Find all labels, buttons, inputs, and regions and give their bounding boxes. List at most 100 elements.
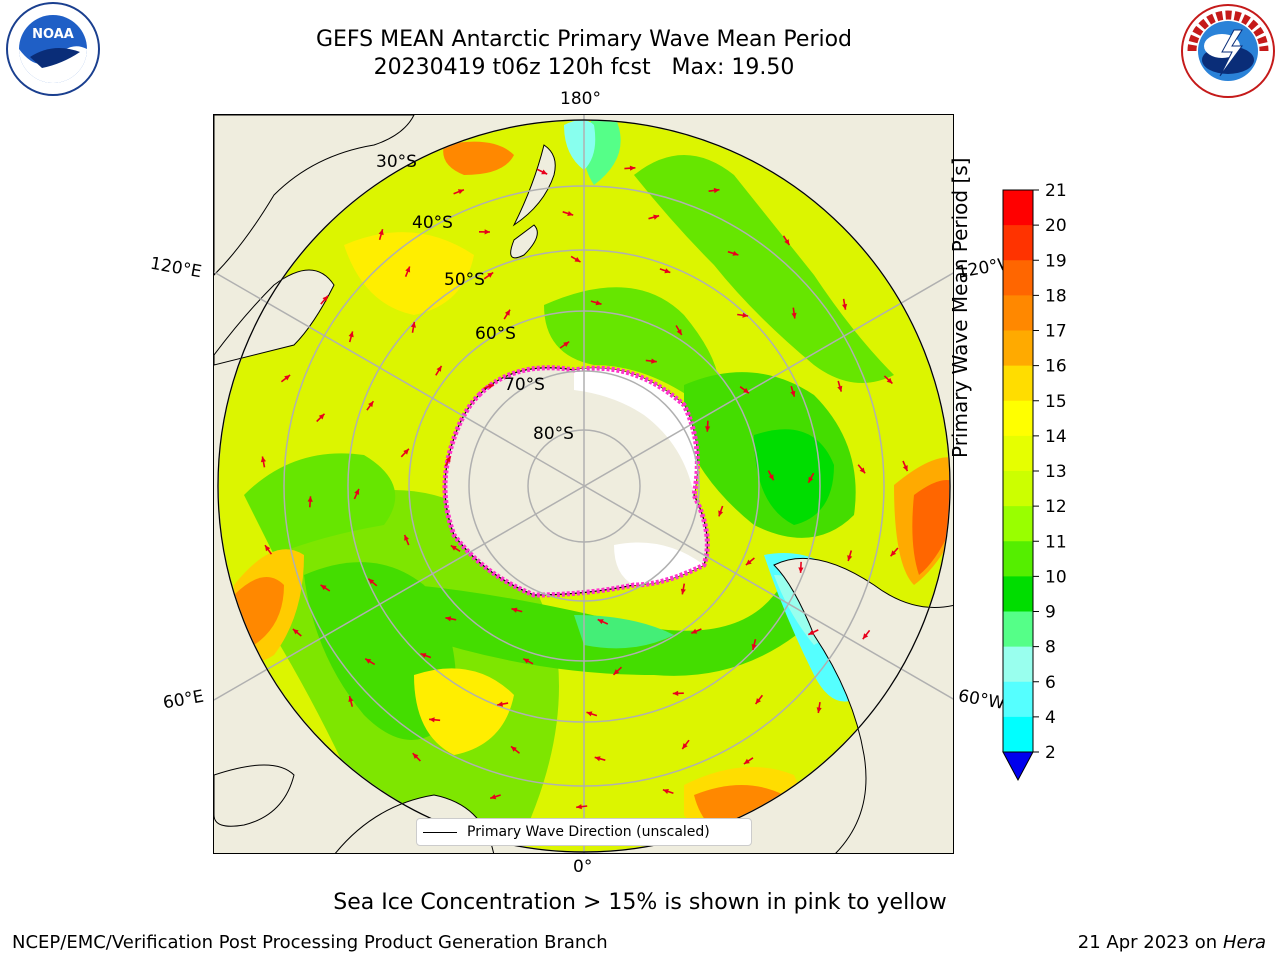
colorbar-segment	[1003, 400, 1033, 437]
lon-label-60e: 60°E	[161, 686, 206, 714]
wave-arrow-head	[368, 578, 375, 585]
wave-arrow-head	[586, 711, 593, 717]
wave-arrow-head	[743, 387, 749, 394]
wave-arrow-head	[567, 211, 574, 216]
wave-arrow-head	[745, 559, 752, 565]
colorbar-tick-label: 19	[1045, 251, 1067, 271]
colorbar-segment	[1003, 611, 1033, 648]
wave-arrow-head	[292, 629, 299, 635]
madagascar-land	[214, 764, 295, 827]
wave-arrow-head	[743, 758, 750, 764]
colorbar-segment	[1003, 681, 1033, 718]
map-frame	[213, 114, 954, 854]
wave-arrow-head	[429, 717, 435, 723]
chart-title: GEFS MEAN Antarctic Primary Wave Mean Pe…	[0, 26, 1168, 82]
wave-arrow-head	[284, 375, 291, 381]
wave-arrow-head	[732, 250, 739, 256]
sea-ice-note: Sea Ice Concentration > 15% is shown in …	[333, 890, 947, 915]
lat-label-30s: 30°S	[376, 152, 417, 172]
wave-arrow-head	[629, 165, 636, 171]
colorbar-ticks: 21 20 19 18 17 16 15 14 13 12 11 10 9 8 6 4 2	[1033, 181, 1067, 763]
wave-arrow-head	[594, 756, 601, 762]
wave-arrow-head	[318, 413, 325, 420]
footer-branch: NCEP/EMC/Verification Post Processing Pr…	[12, 932, 608, 953]
wave-arrow-head	[791, 312, 797, 319]
wave-arrow-head	[682, 743, 688, 749]
noaa-logo: NOAA	[6, 2, 100, 96]
wave-arrow-head	[691, 628, 698, 634]
wave-arrow-head	[260, 456, 266, 463]
wave-arrow-head	[368, 401, 374, 408]
wave-arrow-head	[798, 567, 804, 573]
wave-arrow-head	[808, 476, 814, 483]
wave-arrow-head	[511, 607, 518, 613]
colorbar-segment	[1003, 646, 1033, 683]
wave-arrow-head	[790, 390, 796, 397]
noaa-logo-text: NOAA	[32, 27, 74, 42]
wave-arrow-head	[488, 384, 494, 389]
wave-arrow-head	[595, 300, 602, 306]
colorbar-tick-label: 11	[1045, 532, 1067, 552]
colorbar-extend-arrow	[1002, 751, 1034, 782]
colorbar-segment	[1003, 506, 1033, 542]
wave-arrow-head	[784, 239, 790, 246]
wave-arrow-head	[445, 456, 451, 463]
wave-arrow-head	[523, 658, 530, 664]
wave-arrow-head	[365, 658, 372, 664]
wave-arrow-head	[718, 510, 724, 517]
lat-label-70s: 70°S	[504, 375, 545, 395]
colorbar-tick-label: 20	[1045, 216, 1067, 236]
lon-label-180: 180°	[560, 89, 601, 109]
australia-land	[214, 269, 335, 366]
wave-arrow-head	[450, 545, 457, 551]
wave-arrow-head	[511, 746, 517, 752]
colorbar: 21 20 19 18 17 16 15 14 13 12 11 10 9 8 6 4 2	[1002, 181, 1067, 782]
footer-date: 21 Apr 2023 on Hera	[1078, 932, 1266, 953]
wave-arrow-head	[354, 488, 359, 495]
colorbar-segment	[1003, 295, 1033, 331]
wave-arrow-head	[403, 448, 409, 455]
colorbar-segments	[1002, 189, 1034, 782]
colorbar-segment	[1003, 471, 1033, 507]
wave-arrow-head	[348, 331, 354, 338]
wave-direction-arrows	[260, 165, 909, 810]
wave-arrow-head	[755, 698, 761, 704]
colorbar-tick-label: 18	[1045, 286, 1067, 306]
new-zealand-north	[512, 144, 556, 227]
wave-arrow-head	[436, 365, 442, 372]
wave-arrow-head	[457, 189, 464, 195]
map-legend: Primary Wave Direction (unscaled)	[416, 818, 752, 846]
wave-arrow-head	[265, 545, 271, 552]
colorbar-segment	[1003, 330, 1033, 367]
wave-arrow-head	[405, 266, 411, 273]
lat-label-50s: 50°S	[444, 270, 485, 290]
wave-arrow-head	[837, 385, 843, 392]
wave-arrow-head	[713, 187, 720, 194]
sea-ice-edge	[442, 365, 710, 598]
wave-arrow-head	[445, 616, 452, 622]
nws-logo	[1181, 4, 1275, 98]
wave-arrow-head	[412, 753, 419, 759]
wave-arrow-head	[504, 309, 510, 316]
wave-arrow-head	[847, 555, 853, 561]
wave-arrow-head	[890, 550, 897, 557]
lat-label-40s: 40°S	[412, 213, 453, 233]
wave-arrow-head	[487, 272, 494, 278]
footer-host: Hera	[1222, 932, 1266, 953]
footer-date-text: 21 Apr 2023 on	[1077, 932, 1223, 953]
wave-arrow-head	[410, 321, 416, 328]
wave-arrow-head	[742, 312, 749, 318]
wave-arrow-head	[574, 257, 581, 262]
colorbar-tick-label: 16	[1045, 357, 1067, 377]
colorbar-tick-label: 17	[1045, 322, 1067, 342]
title-line-2: 20230419 t06z 120h fcst Max: 19.50	[373, 55, 795, 80]
colorbar-tick-label: 10	[1045, 567, 1067, 587]
wave-arrow-head	[751, 644, 757, 650]
wave-arrow-head	[842, 303, 848, 310]
land-north-west	[214, 115, 415, 276]
title-line-1: GEFS MEAN Antarctic Primary Wave Mean Pe…	[315, 27, 853, 52]
wave-arrow-head	[484, 229, 490, 235]
lon-label-120e: 120°E	[148, 253, 204, 283]
wave-arrow-head	[597, 619, 604, 625]
colorbar-tick-label: 15	[1045, 392, 1067, 412]
